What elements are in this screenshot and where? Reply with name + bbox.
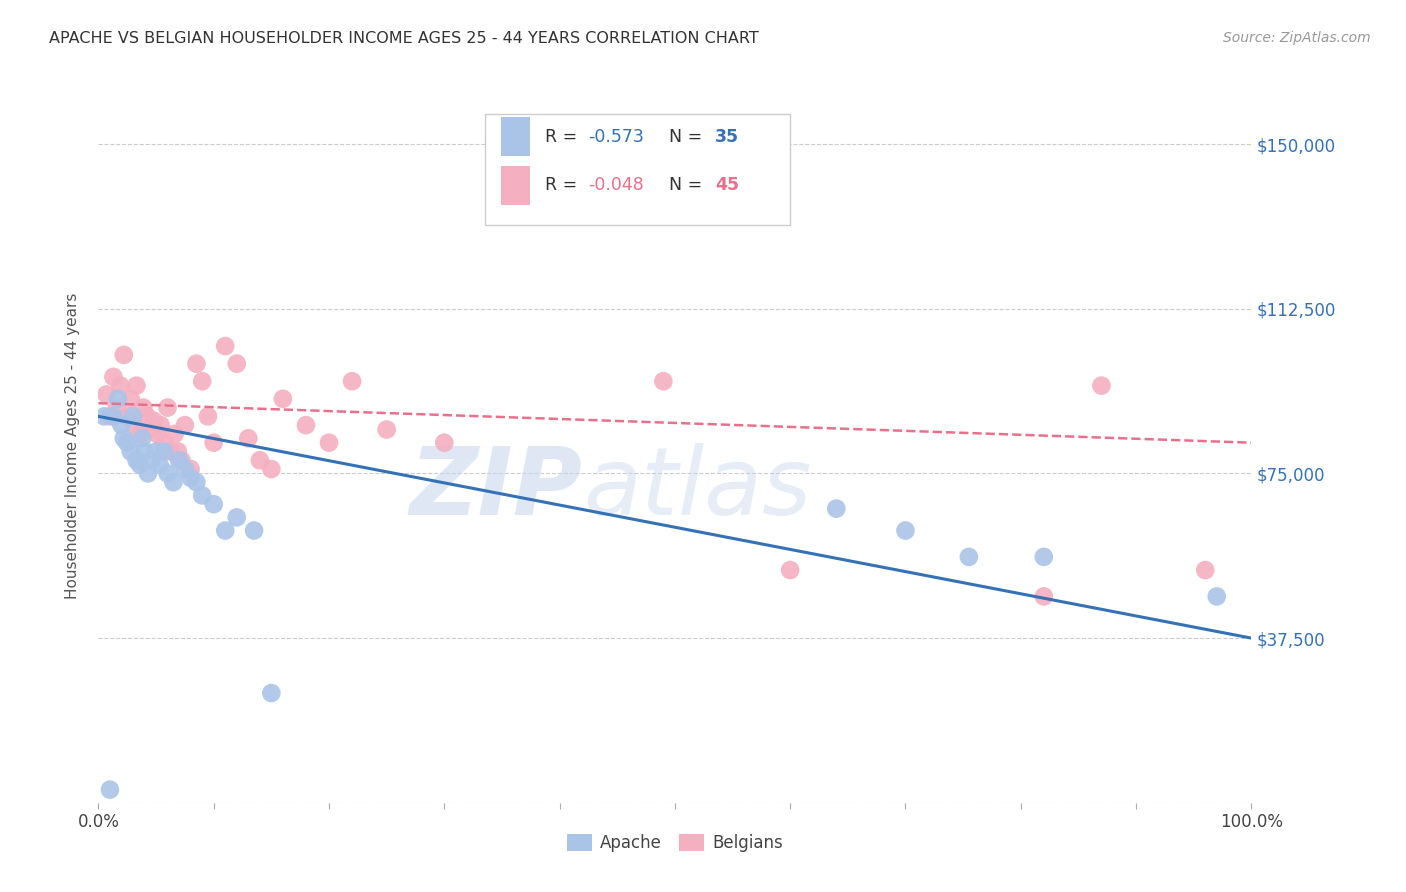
Point [122,409,145,424]
Point [125,378,148,392]
Point [160,444,183,458]
Point [105,401,128,415]
Point [156,467,179,481]
Point [129,458,152,472]
Point [191,488,214,502]
Point [238,431,260,445]
Point [134,444,156,458]
Legend: Apache, Belgians: Apache, Belgians [560,827,790,859]
Point [107,392,129,406]
Point [202,497,225,511]
Point [779,563,801,577]
Point [120,444,142,458]
Text: Source: ZipAtlas.com: Source: ZipAtlas.com [1223,31,1371,45]
Point [186,357,208,371]
Point [295,418,318,433]
Point [191,374,214,388]
Point [145,444,167,458]
Point [214,524,236,538]
Point [110,418,132,433]
Point [98,782,121,797]
Point [153,444,176,458]
Point [162,475,184,490]
Point [139,423,162,437]
Point [96,387,118,401]
Bar [501,117,530,156]
Text: -0.048: -0.048 [589,177,644,194]
Point [170,453,193,467]
Point [375,423,398,437]
Point [340,374,363,388]
Point [93,409,115,424]
Text: 35: 35 [716,128,740,145]
Point [1032,549,1054,564]
Point [120,392,142,406]
Point [260,462,283,476]
Point [112,348,135,362]
Point [1205,590,1227,604]
Text: R =: R = [544,177,582,194]
Point [174,462,197,476]
Text: R =: R = [544,128,582,145]
Point [433,435,456,450]
Point [260,686,283,700]
Point [163,426,186,441]
Point [129,426,152,441]
Point [110,378,132,392]
Point [146,426,169,441]
Point [122,418,145,433]
Point [135,409,157,424]
Point [153,435,176,450]
Text: N =: N = [669,128,707,145]
Point [1194,563,1216,577]
Point [117,409,139,424]
Point [117,435,139,450]
Point [148,458,170,472]
Point [156,401,179,415]
Bar [501,166,530,205]
Point [186,475,208,490]
Point [894,524,917,538]
Point [112,431,135,445]
Text: -0.573: -0.573 [589,128,644,145]
Point [318,435,340,450]
Point [167,453,190,467]
Text: atlas: atlas [582,443,811,534]
Point [142,414,165,428]
Point [214,339,236,353]
Point [1090,378,1112,392]
Point [202,435,225,450]
Text: 45: 45 [716,177,740,194]
Point [271,392,294,406]
Point [141,453,163,467]
Point [136,467,159,481]
Point [103,409,125,424]
Point [249,453,271,467]
Point [652,374,675,388]
Point [957,549,980,564]
Text: APACHE VS BELGIAN HOUSEHOLDER INCOME AGES 25 - 44 YEARS CORRELATION CHART: APACHE VS BELGIAN HOUSEHOLDER INCOME AGE… [49,31,759,46]
Point [180,462,202,476]
Point [197,409,219,424]
Point [225,357,247,371]
Point [131,431,153,445]
Text: ZIP: ZIP [409,442,582,535]
FancyBboxPatch shape [485,114,790,225]
Point [125,453,148,467]
Point [149,418,172,433]
Point [103,369,125,384]
Point [167,444,190,458]
Point [180,471,202,485]
Point [132,401,155,415]
Y-axis label: Householder Income Ages 25 - 44 years: Householder Income Ages 25 - 44 years [65,293,80,599]
Point [825,501,848,516]
Point [225,510,247,524]
Point [174,418,197,433]
Point [1032,590,1054,604]
Text: N =: N = [669,177,707,194]
Point [98,409,121,424]
Point [243,524,266,538]
